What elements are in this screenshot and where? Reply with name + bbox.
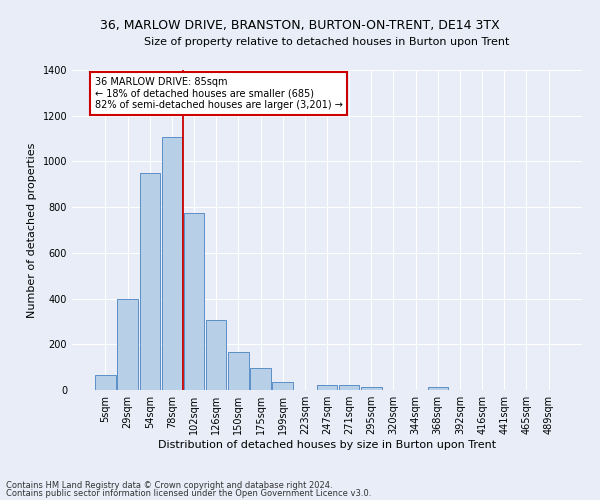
Text: Contains HM Land Registry data © Crown copyright and database right 2024.: Contains HM Land Registry data © Crown c… — [6, 480, 332, 490]
Bar — [250, 368, 271, 390]
Bar — [161, 138, 182, 390]
Text: Contains public sector information licensed under the Open Government Licence v3: Contains public sector information licen… — [6, 489, 371, 498]
Bar — [140, 173, 160, 390]
Bar — [118, 298, 138, 390]
Y-axis label: Number of detached properties: Number of detached properties — [27, 142, 37, 318]
Bar — [95, 375, 116, 390]
Title: Size of property relative to detached houses in Burton upon Trent: Size of property relative to detached ho… — [145, 37, 509, 47]
Bar — [339, 386, 359, 390]
Bar — [317, 386, 337, 390]
Bar — [228, 352, 248, 390]
Bar — [272, 382, 293, 390]
Bar — [184, 213, 204, 390]
X-axis label: Distribution of detached houses by size in Burton upon Trent: Distribution of detached houses by size … — [158, 440, 496, 450]
Bar — [361, 386, 382, 390]
Bar — [206, 320, 226, 390]
Bar — [428, 386, 448, 390]
Text: 36, MARLOW DRIVE, BRANSTON, BURTON-ON-TRENT, DE14 3TX: 36, MARLOW DRIVE, BRANSTON, BURTON-ON-TR… — [100, 20, 500, 32]
Text: 36 MARLOW DRIVE: 85sqm
← 18% of detached houses are smaller (685)
82% of semi-de: 36 MARLOW DRIVE: 85sqm ← 18% of detached… — [95, 77, 343, 110]
